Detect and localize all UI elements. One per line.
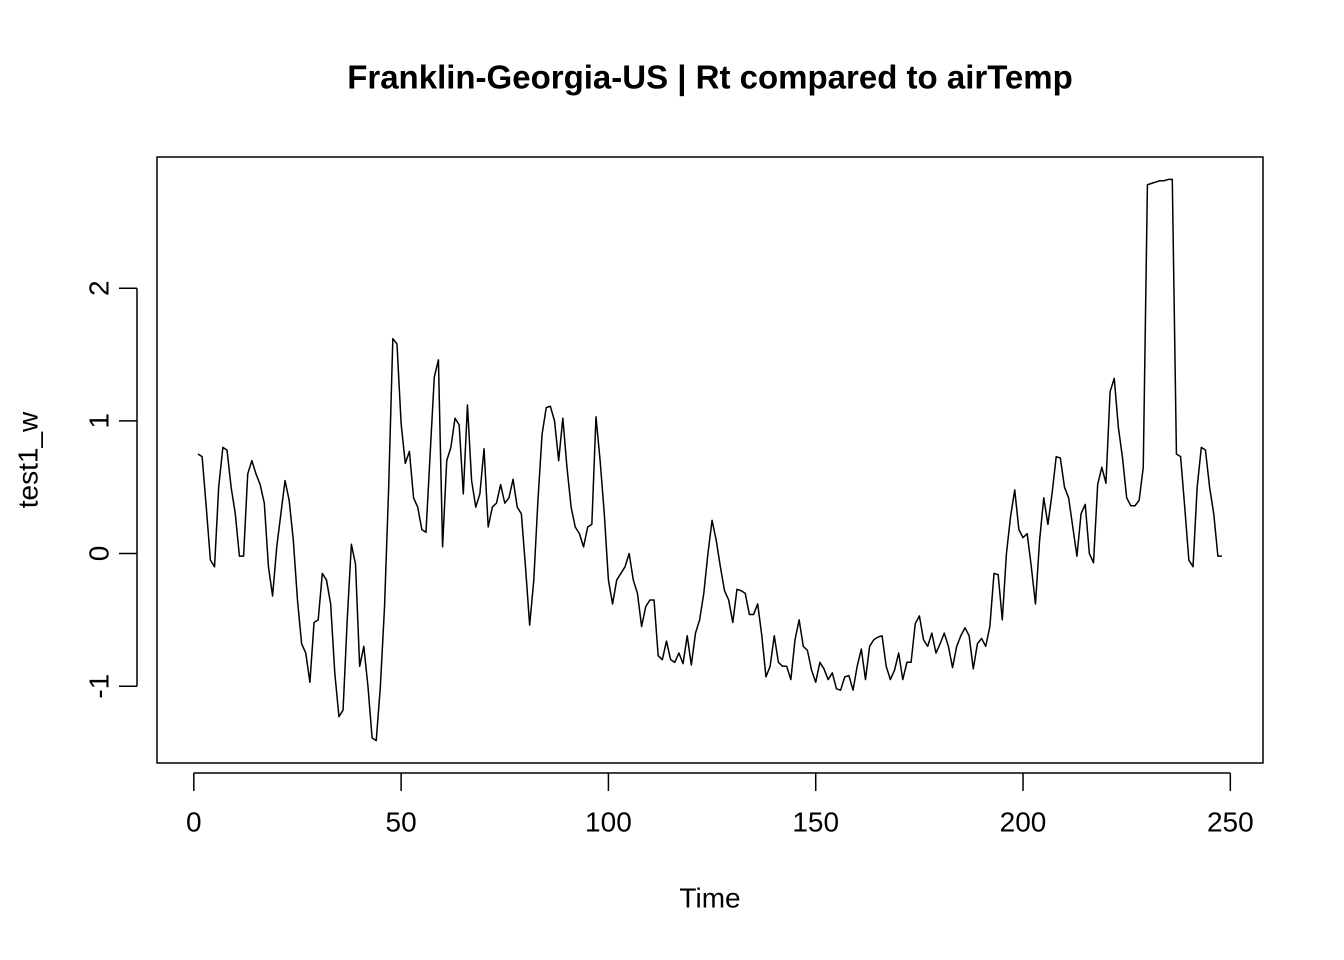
- y-tick-label: 2: [83, 280, 114, 296]
- y-tick-label: 1: [83, 413, 114, 429]
- y-tick-label: -1: [83, 674, 114, 699]
- x-tick-label: 200: [1000, 806, 1047, 837]
- plot-frame: [156, 156, 1264, 764]
- y-tick-label: 0: [83, 546, 114, 562]
- data-line: [197, 178, 1223, 742]
- x-axis-label: Time: [679, 882, 740, 913]
- chart-title: Franklin-Georgia-US | Rt compared to air…: [347, 59, 1073, 96]
- y-axis-label: test1_w: [12, 411, 43, 508]
- x-tick-label: 50: [386, 806, 417, 837]
- x-tick-label: 250: [1207, 806, 1254, 837]
- x-tick-label: 150: [792, 806, 839, 837]
- x-tick-label: 100: [585, 806, 632, 837]
- x-tick-label: 0: [186, 806, 202, 837]
